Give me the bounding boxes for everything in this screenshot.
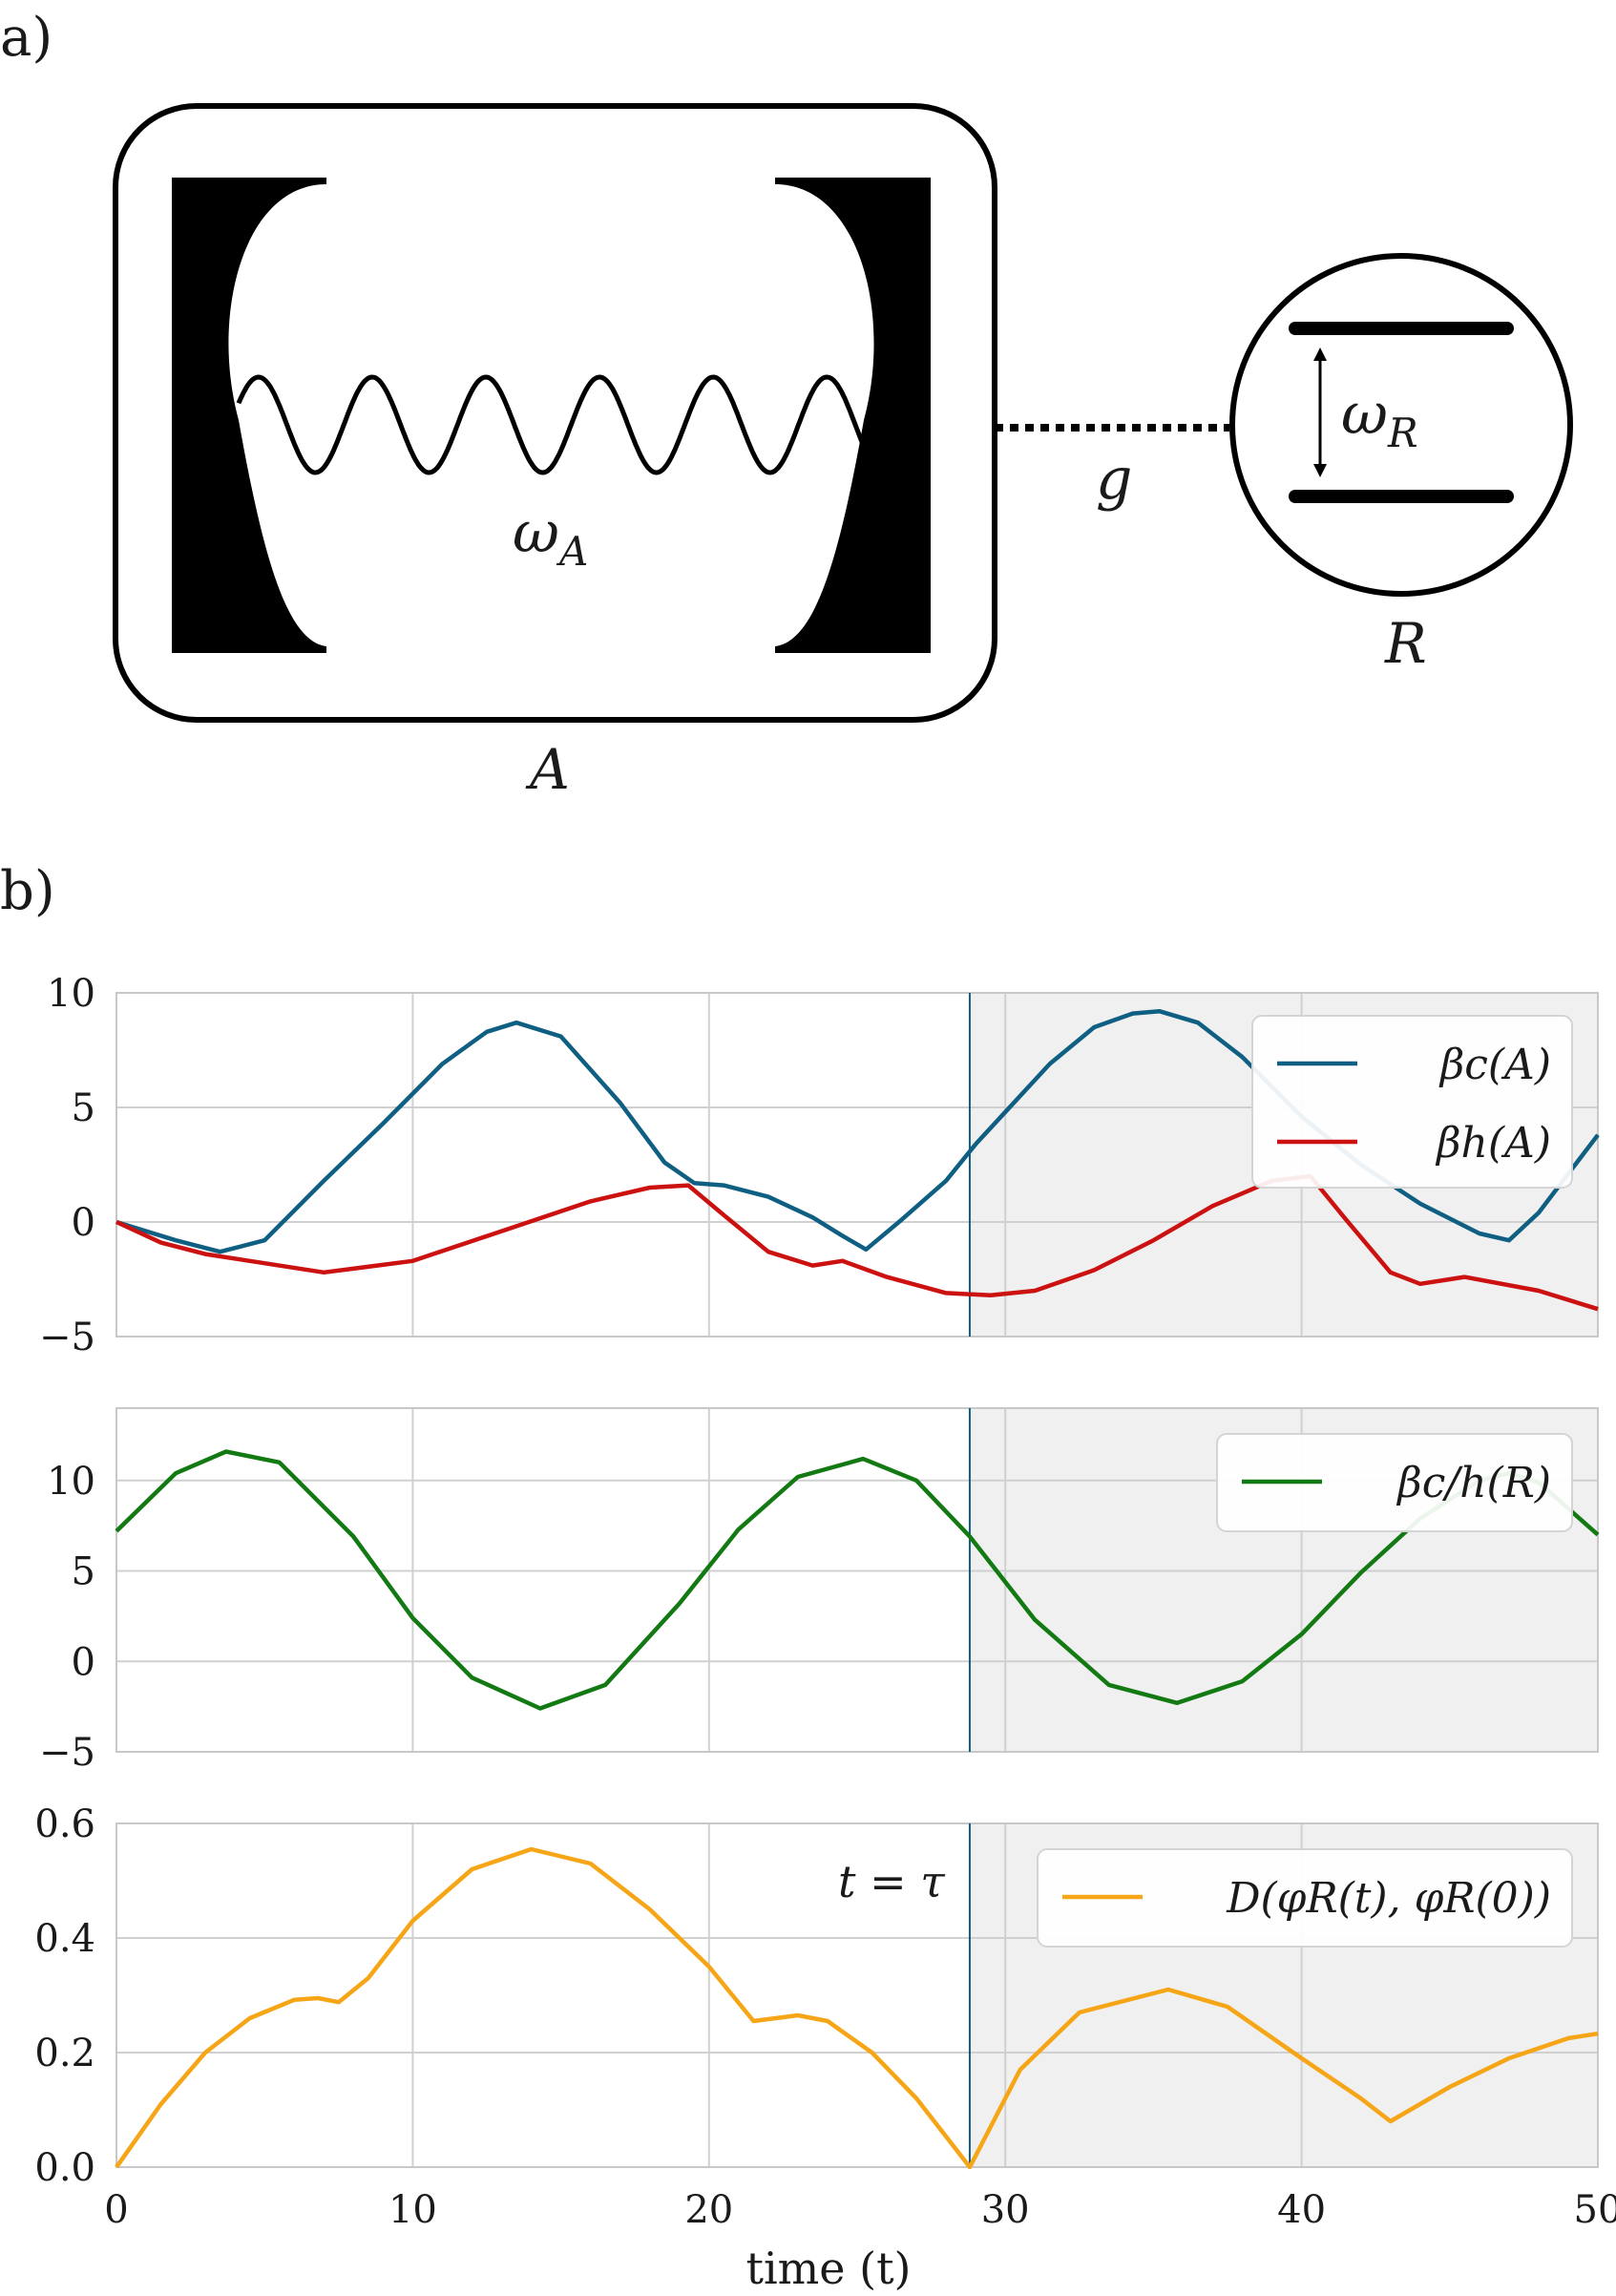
coupling-label: g: [1096, 446, 1132, 513]
x-tick-label: 20: [684, 2188, 733, 2232]
legend-box: [1216, 1433, 1573, 1532]
right-mirror: [775, 178, 931, 653]
x-tick-label: 10: [388, 2188, 437, 2232]
cavity-label: A: [525, 737, 570, 802]
y-tick-label: 0.4: [34, 1917, 95, 1961]
plot-frame: [115, 1407, 1599, 1753]
plot-frame: [115, 1822, 1599, 2168]
left-mirror: [172, 178, 326, 653]
qubit-frequency-label: ωR: [1341, 381, 1418, 456]
legend-box: [1251, 1015, 1573, 1189]
x-tick-label: 30: [981, 2188, 1030, 2232]
arrow-up-icon: [1313, 348, 1327, 361]
y-tick-label: −5: [39, 1316, 95, 1359]
y-tick-label: 0.6: [34, 1802, 95, 1846]
legend-label: D(φR(t), φR(0)): [1226, 1874, 1551, 1923]
cavity-frequency-label: ωA: [513, 499, 588, 575]
chart-panel-2: 10 5 0 −5 βc/h(R): [39, 1407, 1600, 1775]
panel-b-label: b): [0, 860, 55, 922]
x-tick-label: 0: [104, 2188, 128, 2232]
y-tick-label: 0.2: [34, 2032, 95, 2075]
legend-box: [1037, 1848, 1573, 1948]
chart-panel-3: 0.6 0.4 0.2 0.0 D(φR(t), φR(0)) 0 10 20 30 40 50: [34, 1802, 1616, 2232]
y-tick-label: 5: [72, 1086, 95, 1130]
legend-label: βc/h(R): [1396, 1459, 1551, 1507]
y-tick-label: 5: [72, 1550, 95, 1594]
arrow-down-icon: [1313, 464, 1327, 477]
y-tick-label: 10: [47, 1460, 95, 1504]
x-axis-label: time (t): [745, 2243, 911, 2294]
legend-label: βc(A): [1438, 1041, 1551, 1089]
panel-a-label: a): [0, 7, 52, 69]
qubit-label: R: [1384, 611, 1427, 676]
series-line-1-2: [115, 1173, 1599, 1312]
charts: 1050−5βc(A)βh(A)1050−5βc/h(R)0.60.40.20.…: [34, 972, 1616, 2232]
panel-b: b) 1050−5βc(A)βh(A)1050−5βc/h(R)0.60.40.…: [0, 860, 1616, 2294]
x-tick-label: 40: [1277, 2188, 1326, 2232]
y-tick-label: 0: [72, 1201, 95, 1245]
y-tick-label: 0.0: [34, 2146, 95, 2190]
chart-panel-1: 10 5 0 −5 βc(A) βh(A): [39, 972, 1600, 1359]
panel-a: a) ωA A g ωR R: [0, 7, 1573, 802]
y-tick-label: 10: [47, 972, 95, 1016]
cavity-box: [113, 103, 997, 723]
series-line-3-1: [115, 1846, 1599, 2170]
cavity-wave: [236, 374, 867, 475]
tau-annotation: t = τ: [838, 1856, 946, 1907]
y-tick-label: −5: [39, 1731, 95, 1775]
legend-label: βh(A): [1435, 1119, 1551, 1168]
y-tick-label: 0: [72, 1640, 95, 1684]
plot-frame: [115, 992, 1599, 1338]
x-tick-label: 50: [1574, 2188, 1616, 2232]
qubit-circle: [1229, 253, 1573, 597]
